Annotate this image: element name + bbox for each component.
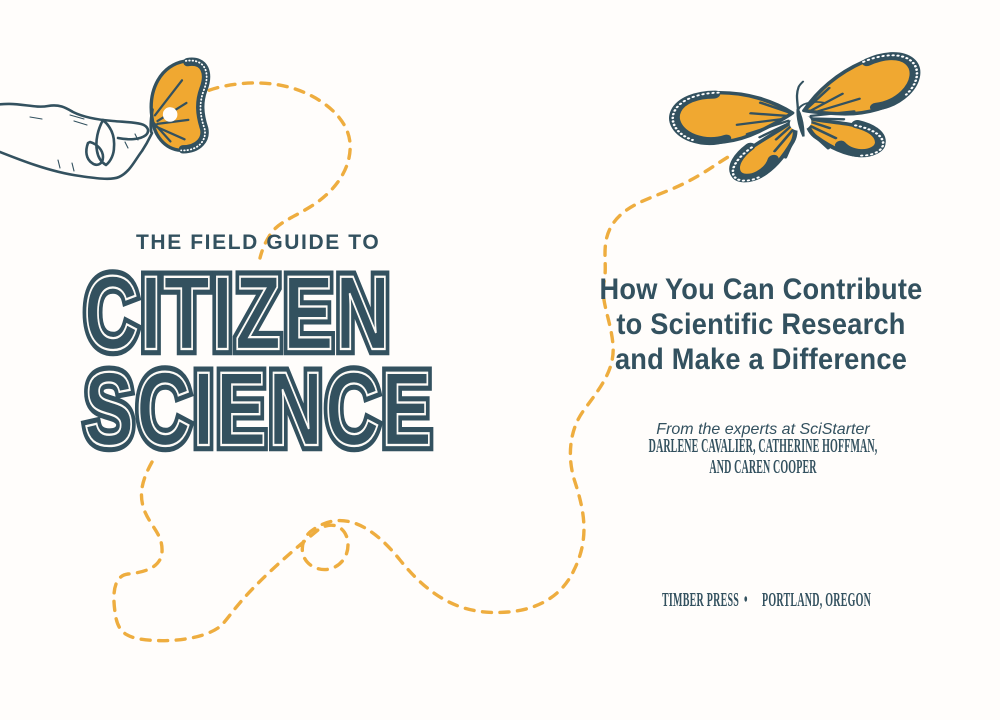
svg-text:AND CAREN COOPER: AND CAREN COOPER: [709, 457, 817, 479]
svg-text:DARLENE CAVALIER, CATHERINE HO: DARLENE CAVALIER, CATHERINE HOFFMAN,: [649, 436, 878, 458]
svg-text:to Scientific Research: to Scientific Research: [616, 308, 905, 341]
svg-text:How You Can Contribute: How You Can Contribute: [600, 273, 923, 306]
svg-text:and Make a Difference: and Make a Difference: [615, 343, 907, 376]
svg-text:THE FIELD GUIDE TO: THE FIELD GUIDE TO: [136, 231, 380, 254]
svg-text:TIMBER PRESS: TIMBER PRESS: [662, 590, 739, 612]
svg-text:•: •: [744, 590, 748, 612]
svg-text:PORTLAND, OREGON: PORTLAND, OREGON: [762, 590, 871, 612]
svg-text:SCIENCE: SCIENCE: [84, 351, 434, 468]
